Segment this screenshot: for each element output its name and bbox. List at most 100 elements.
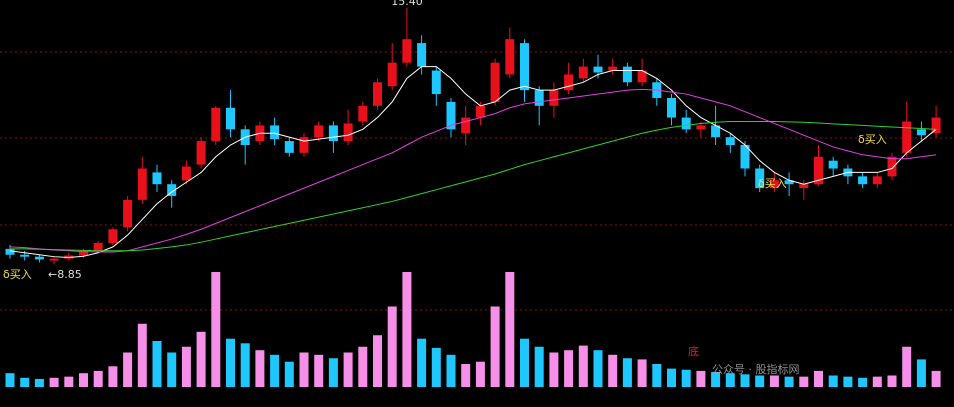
candle-body [461,117,471,134]
candle-body [387,62,397,87]
volume-bar [123,352,133,387]
volume-bar [5,373,15,387]
volume-bar [152,341,162,387]
candle-body [167,184,177,196]
candle-body [314,125,324,138]
candle-body [446,101,456,130]
volume-bar [196,331,206,387]
volume-bar [79,373,88,387]
volume-bar [608,354,618,387]
candle-body [93,242,103,251]
volume-bar [843,376,853,387]
volume-bar [652,364,662,387]
candle-body [505,39,515,75]
candle-body [549,90,559,106]
volume-bar [667,368,676,387]
candle-body [373,82,382,106]
candle-body [196,141,206,165]
volume-bar [431,347,441,387]
volume-bar [902,346,912,387]
annotation: δ买入 [858,133,887,146]
volume-bar [240,343,250,387]
annotation: δ买入 [758,177,787,190]
volume-bar [505,272,515,387]
candle-body [520,43,529,91]
volume-bar [578,345,588,387]
volume-bar [828,375,838,387]
volume-bar [799,376,809,387]
candle-body [475,105,485,118]
annotation: 底 [688,344,699,358]
moving-average [10,120,937,252]
candle-body [622,66,632,83]
candle-body [799,184,809,189]
annotation: δ买入 [3,268,32,281]
volume-bar [137,323,147,387]
volume-bar [637,359,647,387]
volume-bar [593,350,603,387]
volume-bar [49,377,59,387]
volume-bar [108,366,118,387]
volume-bar [373,335,382,387]
volume-bar [387,306,397,387]
candle-body [5,248,15,255]
volume-bar [490,306,500,387]
volume-bar [284,361,294,387]
candle-body [534,90,544,106]
candle-body [667,97,676,118]
volume-bar [769,375,779,387]
candle-body [270,125,280,140]
candle-body [916,129,926,136]
candle-body [20,254,30,257]
volume-bar [343,352,353,387]
candle-body [681,117,691,130]
volume-bar [755,375,765,387]
volume-bar [270,354,280,387]
volume-bar [417,338,427,387]
volume-bar [887,375,897,387]
watermark: 公众号 · 股指标网 [712,362,800,376]
candle-body [740,145,750,169]
volume-bar [725,373,735,387]
volume-bar [20,377,30,387]
candle-body [123,199,133,228]
candle-body [608,66,618,71]
volume-bar [211,272,221,387]
candle-body [490,62,500,102]
candle-body [858,176,868,185]
marks [5,7,941,387]
candle-body [902,121,912,153]
volume-bar [696,370,706,387]
volume-bar [299,352,309,387]
volume-bar [475,361,485,387]
candle-body [49,258,59,261]
candle-body [358,105,368,122]
candle-body [299,137,309,153]
candle-body [828,160,838,169]
volume-bar [34,378,44,387]
candle-body [769,180,779,189]
volume-bar [740,374,750,387]
candle-body [284,141,294,153]
max-label: 15.40 [391,0,423,8]
candle-body [784,180,794,185]
moving-average [9,66,937,258]
min-label: ←8.85 [48,268,82,281]
candle-body [402,39,412,63]
candle-body [593,66,603,73]
volume-bar [328,358,338,387]
candle-body [887,156,897,177]
candle-body [211,107,221,142]
volume-bar [461,364,471,387]
candle-body [152,172,162,185]
volume-bar [314,354,324,387]
volume-bar [784,376,794,387]
volume-bar [814,370,823,387]
candle-body [725,137,735,145]
candle-body [417,43,427,67]
candle-body [137,168,147,200]
candle-body [814,156,823,185]
candle-body [872,176,882,185]
volume-bar [93,370,103,387]
